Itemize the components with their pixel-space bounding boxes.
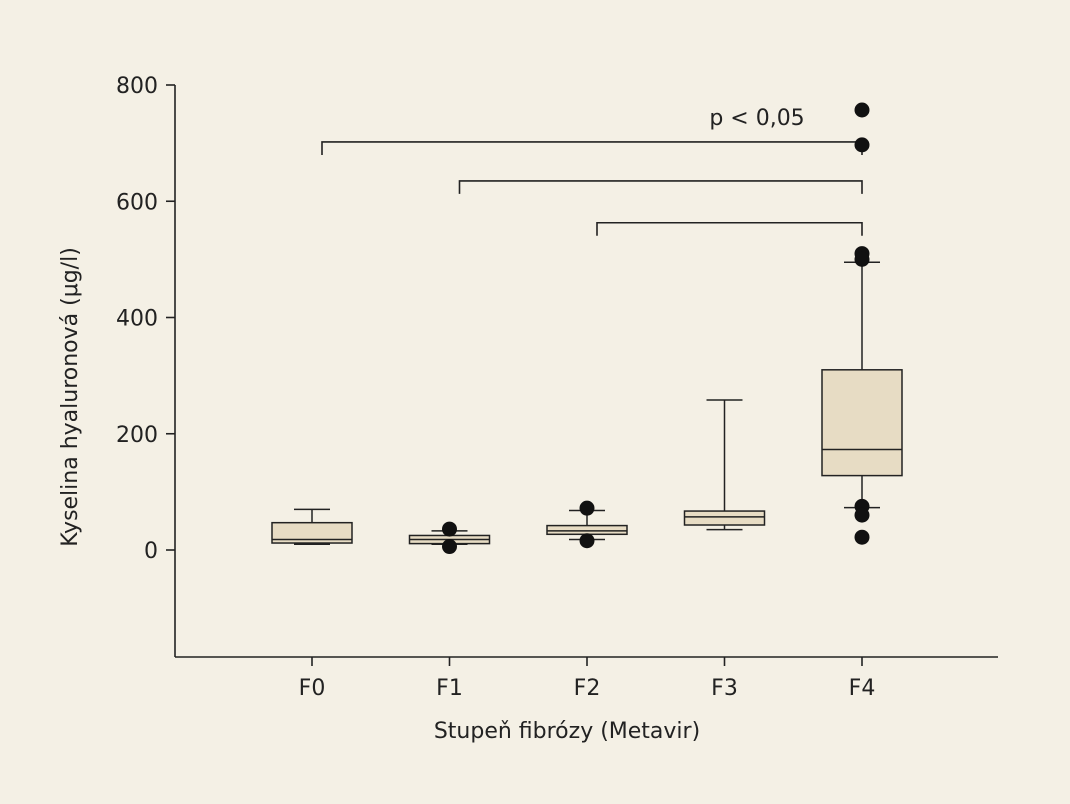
x-axis-title: Stupeň fibrózy (Metavir) (434, 719, 700, 744)
y-tick-label: 400 (116, 307, 158, 332)
y-axis-title: Kyselina hyaluronová (μg/l) (58, 247, 83, 547)
box-iqr (821, 369, 903, 477)
box-f4 (821, 102, 903, 545)
outlier-point (442, 539, 457, 555)
significance-bracket (321, 141, 863, 155)
x-tick-label: F0 (299, 676, 326, 701)
significance-bracket (458, 180, 863, 194)
outlier-point (854, 251, 870, 267)
box-f2 (546, 500, 628, 549)
x-tick-label: F3 (711, 676, 738, 701)
significance-bracket (596, 221, 863, 236)
y-tick-label: 600 (116, 190, 158, 215)
outlier-point (579, 533, 595, 549)
x-tick-label: F2 (574, 676, 601, 701)
significance-brackets (321, 141, 863, 236)
outlier-point (854, 529, 870, 545)
box-f1 (408, 521, 491, 555)
box-iqr (683, 510, 766, 526)
box-iqr (546, 524, 628, 536)
box-f3 (683, 399, 766, 531)
outlier-point (579, 500, 595, 516)
box-iqr (271, 521, 353, 544)
box-f0 (271, 508, 353, 545)
outlier-point (854, 137, 870, 153)
outlier-point (442, 521, 457, 537)
y-tick-label: 0 (144, 539, 158, 564)
outlier-point (854, 507, 870, 523)
x-tick-label: F4 (849, 676, 876, 701)
boxes (271, 102, 903, 555)
y-tick-label: 800 (116, 74, 158, 99)
significance-label: p < 0,05 (709, 106, 804, 131)
x-tick-label: F1 (436, 676, 463, 701)
y-tick-label: 200 (116, 423, 158, 448)
axes: 800 600 400 200 0 F0 F1 F2 F3 F4 (116, 74, 998, 701)
outlier-point (854, 102, 870, 118)
